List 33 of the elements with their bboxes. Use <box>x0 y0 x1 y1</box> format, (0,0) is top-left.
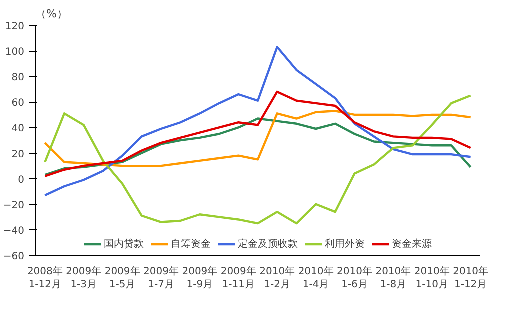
line-series <box>44 90 472 178</box>
x-tick-label: 2009年 1-11月 <box>220 266 256 291</box>
legend-label: 自筹资金 <box>171 238 211 251</box>
y-tick-label: 0 <box>18 174 25 186</box>
x-tick-label: 2010年 1-4月 <box>298 266 334 291</box>
x-tick-label: 2008年 1-12月 <box>27 266 63 291</box>
x-tick-label: 2009年 1-3月 <box>66 266 102 291</box>
x-tick-label: 2010年 1-2月 <box>260 266 296 291</box>
legend-label: 资金来源 <box>392 238 432 251</box>
x-tick-label: 2009年 1-7月 <box>144 266 179 291</box>
legend-label: 定金及预收款 <box>238 238 298 251</box>
y-tick-label: −20 <box>3 200 25 212</box>
x-tick-label: 2010年 1-8月 <box>376 266 412 291</box>
x-tick-label: 2009年 1-5月 <box>104 266 140 291</box>
legend-label: 利用外资 <box>325 238 365 251</box>
x-tick-label: 2010年 1-10月 <box>414 266 450 291</box>
y-tick-label: 60 <box>12 98 25 110</box>
y-tick-label: 80 <box>12 72 25 84</box>
line-series <box>44 110 472 168</box>
legend-label: 国内贷款 <box>104 238 144 251</box>
x-tick-label: 2010年 1-12月 <box>453 266 489 291</box>
y-tick-label: −40 <box>3 226 25 237</box>
y-tick-label: 100 <box>5 47 25 58</box>
y-tick-label: 20 <box>12 149 25 160</box>
line-series <box>44 118 472 176</box>
line-series <box>44 94 472 225</box>
line-series <box>44 46 472 197</box>
y-axis-title: （%） <box>36 8 68 20</box>
y-tick-label: 40 <box>12 124 25 135</box>
y-tick-label: −60 <box>3 252 25 262</box>
y-tick-label: 120 <box>5 22 25 32</box>
x-tick-label: 2009年 1-9月 <box>182 266 218 291</box>
x-tick-label: 2010年 1-6月 <box>337 266 372 291</box>
